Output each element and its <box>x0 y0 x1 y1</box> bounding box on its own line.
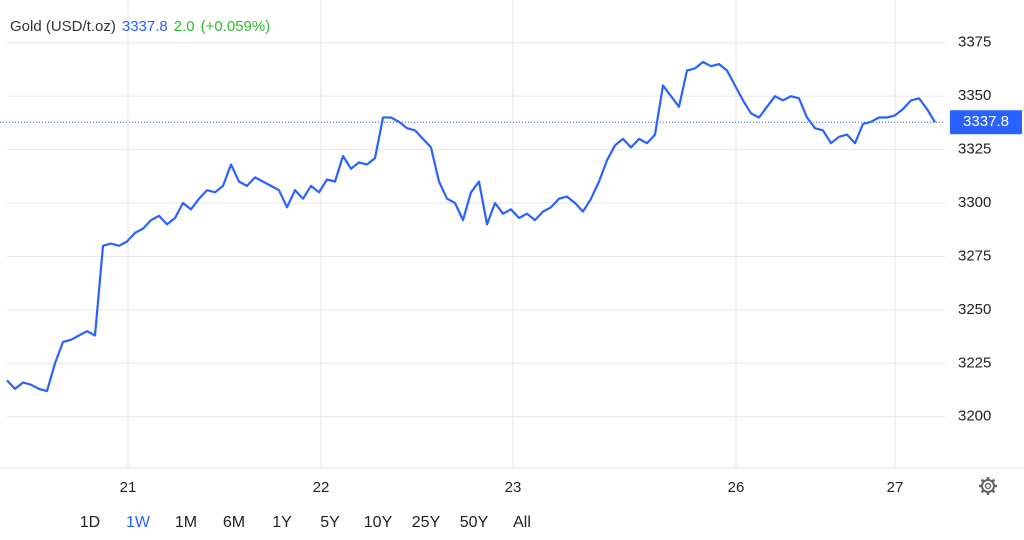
x-tick-label: 21 <box>120 479 137 496</box>
gear-hub <box>984 482 992 490</box>
toolbar-bg <box>0 502 1024 540</box>
change: 2.0 <box>173 18 195 35</box>
y-tick-label: 3275 <box>958 247 991 264</box>
y-tick-label: 3300 <box>958 194 991 211</box>
price: 3337.8 <box>121 18 168 35</box>
x-tick-label: 27 <box>887 479 904 496</box>
y-tick-label: 3350 <box>958 87 991 104</box>
y-tick-label: 3250 <box>958 301 991 318</box>
range-button[interactable]: 1W <box>126 514 150 531</box>
gear-teeth <box>979 477 997 495</box>
x-tick-label: 26 <box>728 479 745 496</box>
range-button[interactable]: 1M <box>174 514 198 531</box>
y-tick-label: 3325 <box>958 141 991 158</box>
y-tick-label: 3200 <box>958 408 991 425</box>
x-tick-label: 23 <box>505 479 522 496</box>
range-button[interactable]: 6M <box>222 514 246 531</box>
y-tick-label: 3375 <box>958 34 991 51</box>
last-price-box <box>950 110 1022 135</box>
last-price-label: 3337.8 <box>963 113 1009 130</box>
range-button[interactable]: 5Y <box>320 514 340 531</box>
instrument: Gold (USD/t.oz) <box>10 18 116 35</box>
price-line <box>6 60 936 393</box>
settings-icon[interactable] <box>979 477 997 495</box>
x-tick-label: 22 <box>313 479 330 496</box>
range-button[interactable]: 1D <box>79 514 101 531</box>
range-button[interactable]: 50Y <box>459 514 489 531</box>
range-button[interactable]: 1Y <box>272 514 292 531</box>
y-tick-label: 3225 <box>958 354 991 371</box>
change-pct: (+0.059%) <box>200 18 271 35</box>
header: Gold (USD/t.oz) 3337.8 2.0 (+0.059%) <box>10 18 276 35</box>
range-buttons: 1D 1W 1M 6M 1Y 5Y 10Y 25Y 50Y All <box>66 510 546 536</box>
range-button[interactable]: 25Y <box>411 514 441 531</box>
range-button[interactable]: 10Y <box>363 514 393 531</box>
range-button[interactable]: All <box>513 514 531 531</box>
